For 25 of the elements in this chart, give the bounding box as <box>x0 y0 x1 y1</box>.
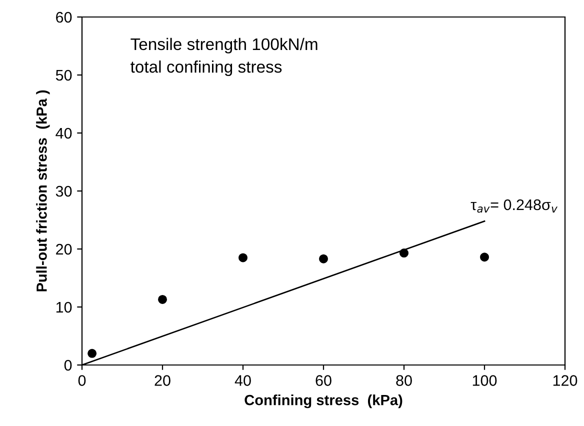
point <box>158 294 167 304</box>
x-tick-label: 40 <box>234 375 251 386</box>
x-axis-title: Confining stress (kPa) <box>244 394 402 408</box>
y-tick-label: 20 <box>56 244 72 255</box>
x-tick-label: 120 <box>553 375 578 386</box>
y-tick-label: 10 <box>56 302 72 313</box>
y-tick-label: 0 <box>64 360 72 371</box>
point <box>238 253 248 262</box>
y-tick-label: 60 <box>56 12 72 23</box>
y-axis-title: Pull-out friction stress (kPa ) <box>36 90 50 292</box>
x-tick-label: 100 <box>472 375 497 386</box>
annotation: Tensile strength 100kN/m <box>130 38 318 54</box>
x-tick-label: 0 <box>78 375 86 386</box>
point <box>480 252 489 262</box>
point <box>319 254 328 264</box>
point <box>88 348 97 358</box>
y-tick-label: 40 <box>56 128 72 139</box>
x-tick-label: 80 <box>396 375 412 386</box>
x-tick-label: 20 <box>154 375 170 386</box>
x-tick-label: 60 <box>316 375 332 386</box>
y-tick-label: 30 <box>56 186 72 197</box>
annotation: τ$_{av}$= 0.248σ$_{v}$ <box>470 199 558 213</box>
point <box>400 248 408 258</box>
annotation: total confining stress <box>130 60 282 76</box>
y-tick-label: 50 <box>56 70 72 81</box>
